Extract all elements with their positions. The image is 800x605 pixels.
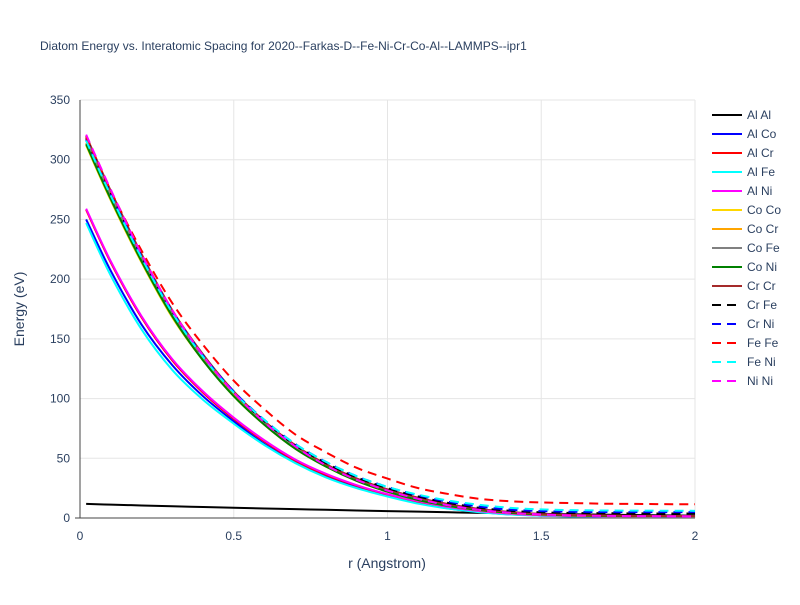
y-tick-label: 300 [50, 153, 70, 167]
series-line-fe-ni [85, 140, 696, 512]
x-tick-label: 1.5 [533, 529, 550, 543]
y-tick-label: 50 [57, 451, 71, 465]
chart-title: Diatom Energy vs. Interatomic Spacing fo… [40, 39, 527, 53]
legend-label-cr-cr[interactable]: Cr Cr [747, 279, 776, 293]
legend-label-al-co[interactable]: Al Co [747, 127, 777, 141]
y-tick-label: 200 [50, 272, 70, 286]
x-tick-label: 0 [77, 529, 84, 543]
x-tick-label: 2 [692, 529, 699, 543]
legend-label-al-ni[interactable]: Al Ni [747, 184, 772, 198]
legend-label-al-fe[interactable]: Al Fe [747, 165, 775, 179]
series-lines [85, 134, 696, 519]
legend-label-co-cr[interactable]: Co Cr [747, 222, 778, 236]
x-tick-label: 1 [384, 529, 391, 543]
series-line-ni-ni [85, 134, 696, 518]
legend-label-ni-ni[interactable]: Ni Ni [747, 374, 773, 388]
y-tick-label: 250 [50, 212, 70, 226]
legend-label-co-ni[interactable]: Co Ni [747, 260, 777, 274]
legend-label-al-cr[interactable]: Al Cr [747, 146, 774, 160]
legend-label-cr-ni[interactable]: Cr Ni [747, 317, 774, 331]
y-tick-label: 100 [50, 392, 70, 406]
axes: 0 0.5 1 1.5 2 0 50 100 150 200 250 300 350 [50, 93, 699, 543]
legend: Al Al Al Co Al Cr Al Fe Al Ni Co Co Co Cr Co Fe… [712, 108, 781, 388]
grid [80, 99, 696, 518]
y-tick-label: 0 [63, 511, 70, 525]
legend-label-al-al[interactable]: Al Al [747, 108, 771, 122]
legend-label-fe-fe[interactable]: Fe Fe [747, 336, 779, 350]
legend-label-co-fe[interactable]: Co Fe [747, 241, 780, 255]
legend-label-co-co[interactable]: Co Co [747, 203, 781, 217]
legend-label-cr-fe[interactable]: Cr Fe [747, 298, 777, 312]
series-line-fe-fe [85, 136, 696, 506]
y-tick-label: 350 [50, 93, 70, 107]
x-axis-title: r (Angstrom) [348, 555, 426, 571]
x-tick-label: 0.5 [225, 529, 242, 543]
y-axis-title: Energy (eV) [11, 272, 27, 347]
y-tick-label: 150 [50, 332, 70, 346]
legend-label-fe-ni[interactable]: Fe Ni [747, 355, 776, 369]
